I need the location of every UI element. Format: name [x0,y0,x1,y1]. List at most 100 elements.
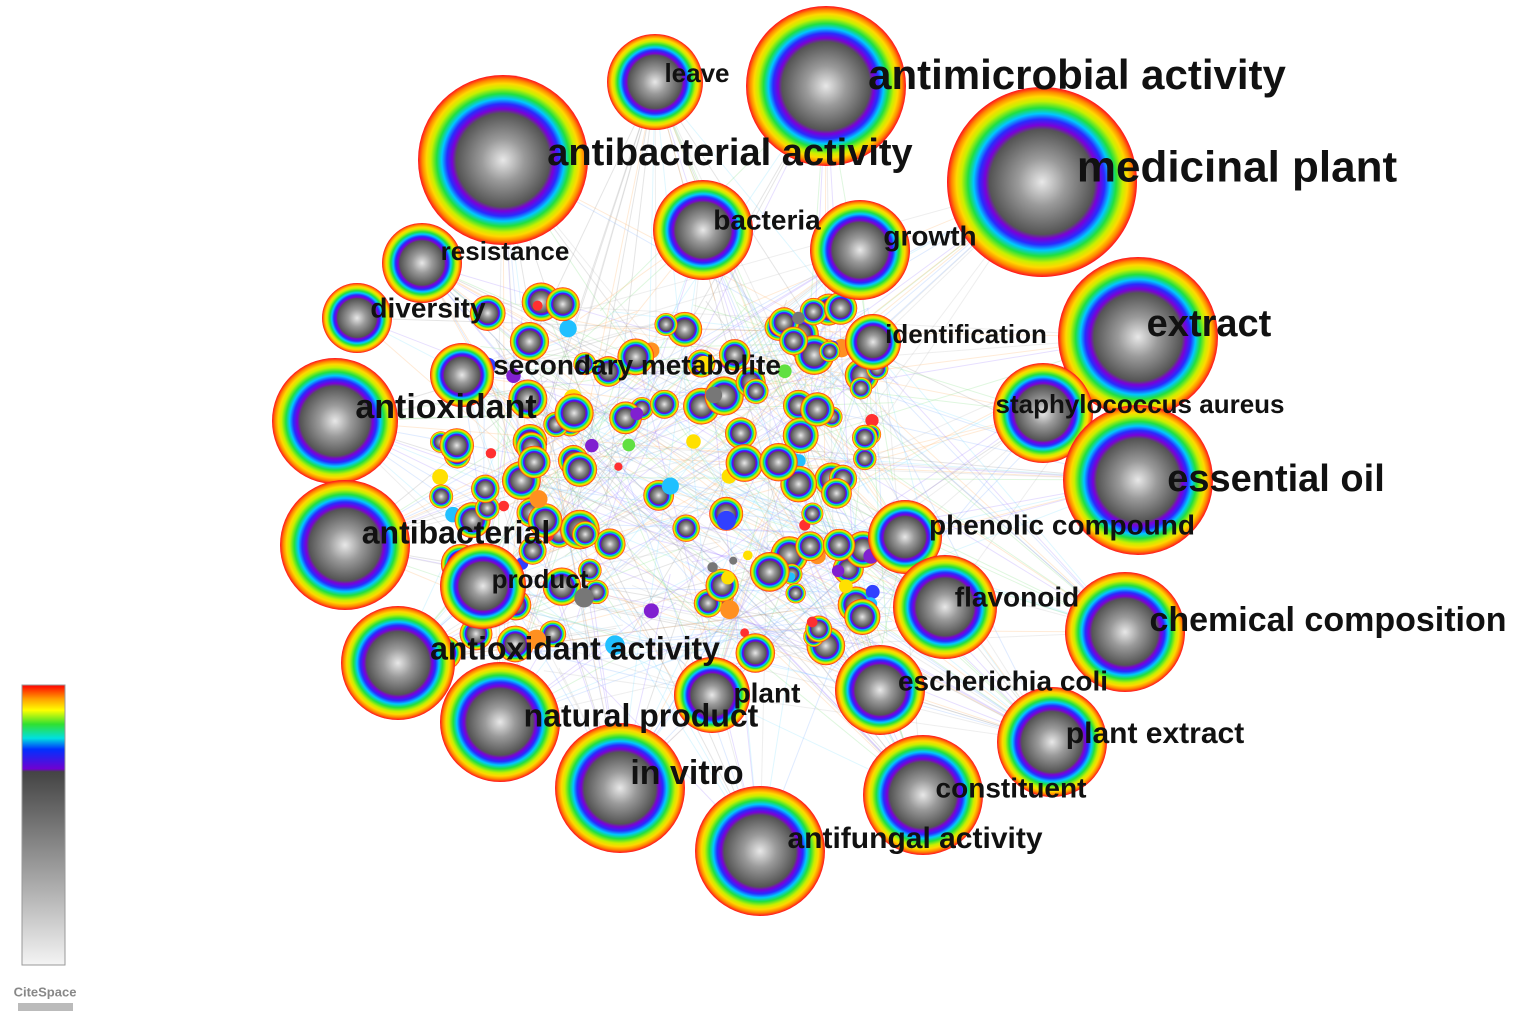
edge [685,446,1139,481]
edge [482,585,785,642]
keyword-node [382,223,462,303]
minor-node [562,451,598,487]
minor-node [539,620,567,648]
keyword-label: diversity [370,292,486,323]
minor-node [705,568,739,602]
minor-node [498,500,510,512]
minor-nodes [426,282,889,673]
labels: leave antimicrobial activity antibacterial… [355,51,1506,855]
edge [482,585,858,660]
minor-node [545,287,580,322]
edge [636,508,1053,743]
minor-node [792,311,805,325]
keyword-label: constituent [936,772,1087,803]
edge [855,384,1126,633]
keyword-node [322,283,392,353]
keyword-label: staphylococcus aureus [996,389,1285,419]
minor-node [429,484,454,509]
minor-node [704,376,744,416]
keyword-label: antioxidant [355,388,536,426]
edge [706,348,761,852]
minor-node [585,438,599,453]
edge [629,329,761,852]
keyword-node [863,735,983,855]
minor-node [529,490,548,509]
edge [489,249,861,520]
keyword-node [280,480,410,610]
minor-node [508,379,548,419]
edge [461,374,690,394]
minor-node [485,448,497,459]
keyword-label: antifungal activity [787,822,1042,855]
keyword-node [674,657,750,733]
keyword-label: medicinal plant [1077,143,1398,192]
edge [572,403,946,608]
keyword-node [607,34,703,130]
keyword-node [341,606,455,720]
minor-node [729,556,738,565]
minor-node [506,368,521,383]
logo-base [18,1003,73,1011]
edge [582,392,946,608]
logo: CiteSpace [14,984,77,999]
edge [461,374,540,624]
minor-node [654,312,678,337]
edge [535,470,1053,743]
edge [397,598,882,664]
keyword-label: antimicrobial activity [868,51,1286,98]
edge [661,341,874,542]
edge [543,670,1053,743]
nodes [272,6,1218,916]
minor-node [614,462,623,471]
keyword-node [997,687,1107,797]
keyword-label: in vitro [630,754,743,792]
keyword-node [695,786,825,916]
keyword-node [893,555,997,659]
edge [564,398,761,852]
keyword-node [272,358,398,484]
minor-node [559,320,577,338]
edge [507,249,861,542]
keyword-label: escherichia coli [898,665,1108,696]
edge [597,606,946,661]
edge [612,311,874,343]
minor-node [831,564,845,578]
edge [551,324,713,696]
keyword-label: leave [664,58,729,88]
keyword-label: plant [734,677,801,708]
minor-node [782,417,819,454]
minor-node [622,438,636,452]
edge [344,400,766,546]
edge [650,341,874,490]
edge [559,578,1053,743]
edge [646,81,656,459]
minor-node [432,469,449,485]
minor-node [759,443,798,482]
minor-node [749,552,790,592]
keyword-node [746,6,906,166]
keyword-label: flavonoid [955,581,1079,612]
minor-node [686,434,701,449]
edge [649,229,704,601]
minor-node [573,352,597,376]
minor-node [509,321,550,362]
minor-node [705,386,723,404]
edge [618,181,1043,572]
keyword-label: plant extract [1066,717,1244,750]
minor-node [822,528,856,562]
minor-node [594,528,626,560]
minor-node [721,571,735,585]
minor-node [725,417,757,449]
edge [356,317,634,462]
keyword-label: phenolic compound [929,509,1195,540]
minor-node [469,295,506,331]
edge [595,85,827,553]
minor-node [471,474,500,503]
edge [564,303,761,852]
edge [397,610,792,664]
edge [711,319,826,696]
edge [702,229,798,587]
edge [790,337,1126,633]
minor-node [578,558,602,583]
